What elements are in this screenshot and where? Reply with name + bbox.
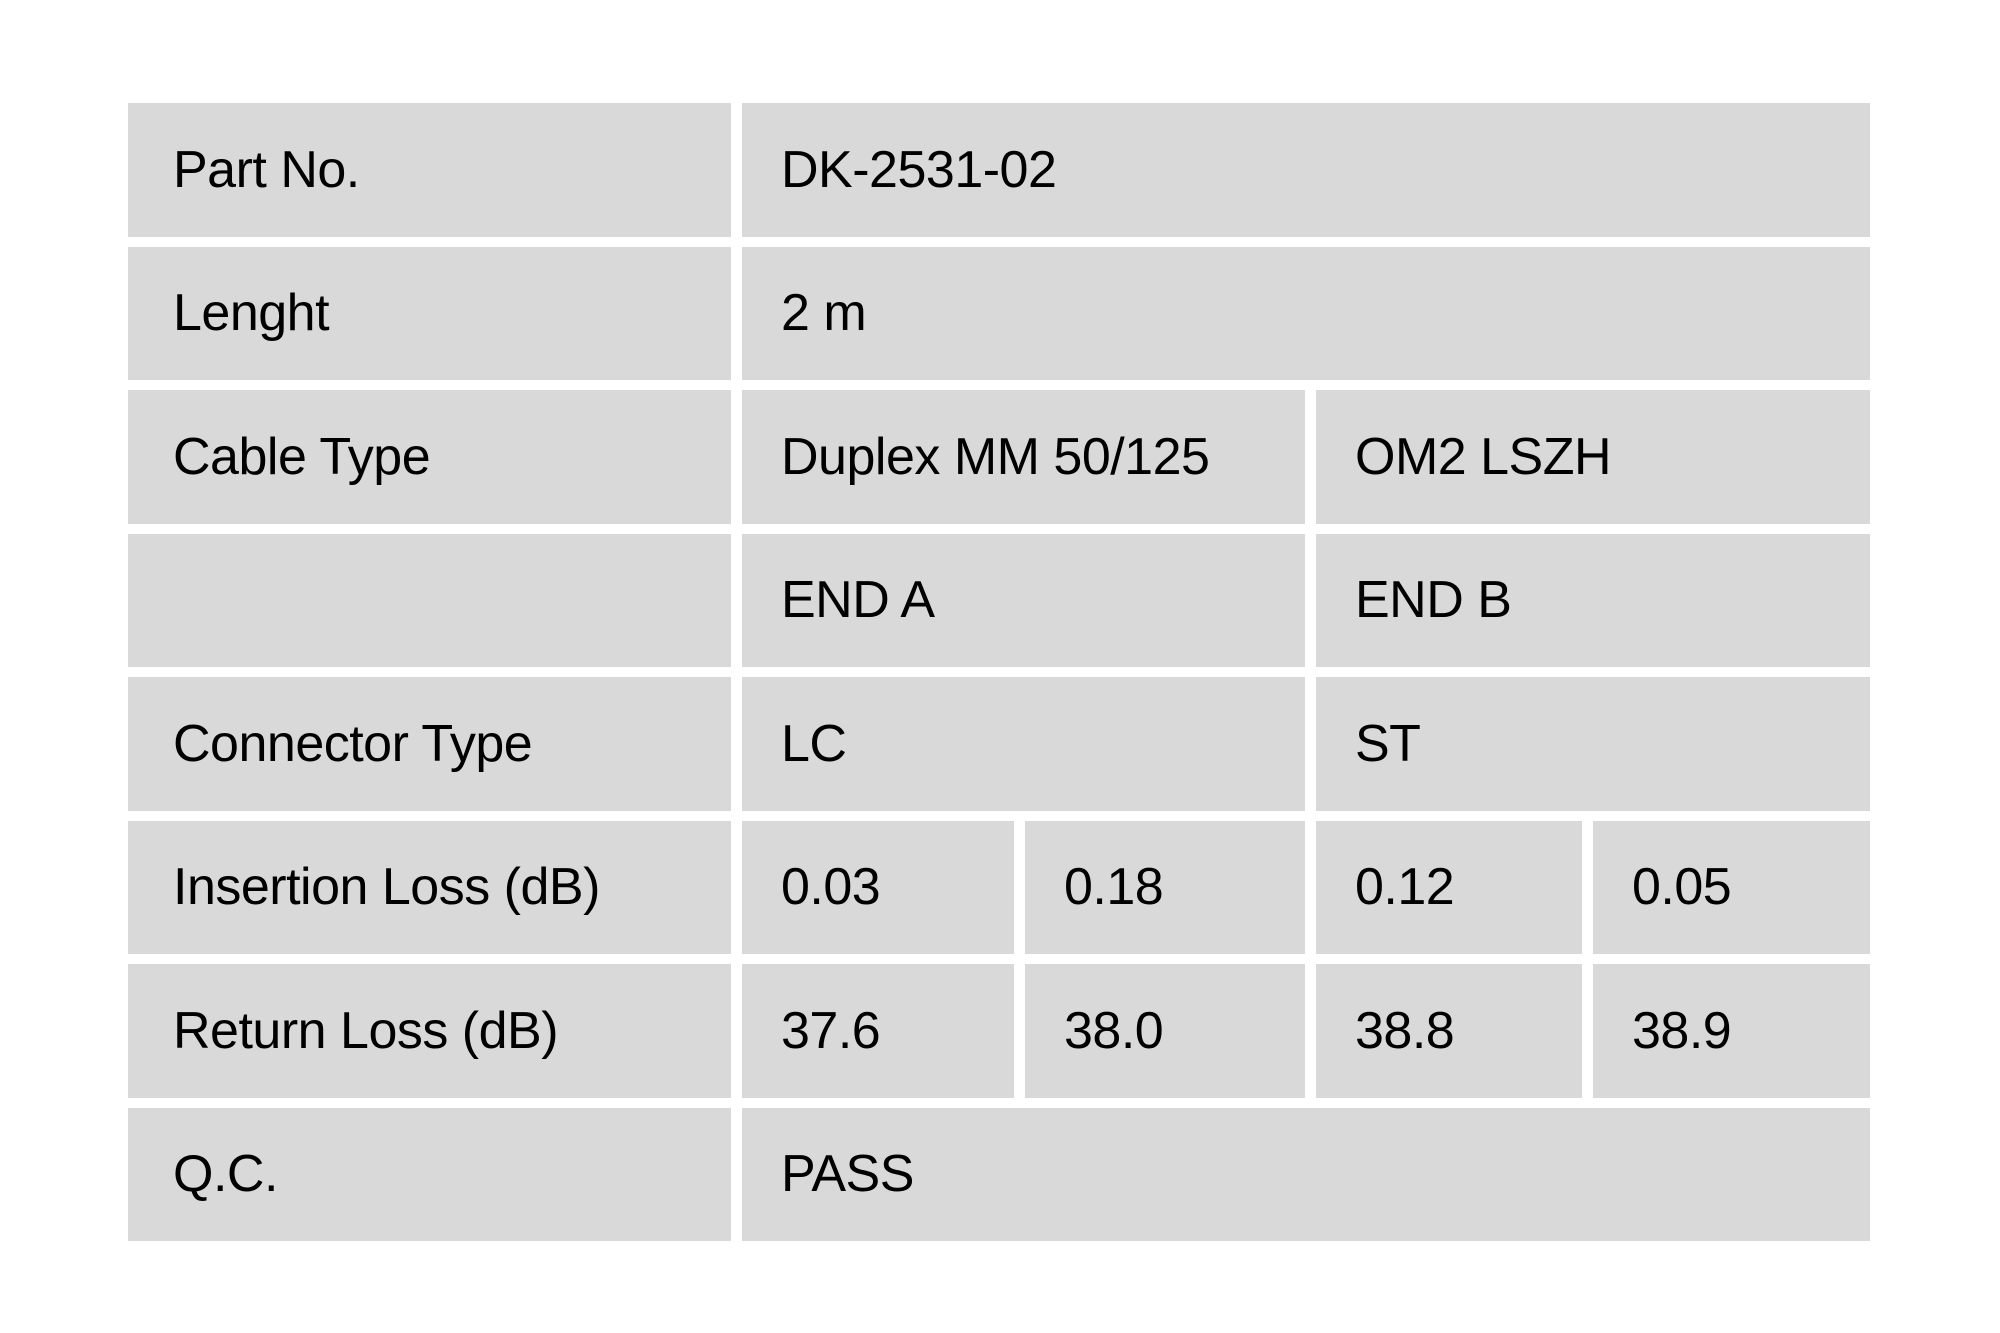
cable-type-value-b: OM2 LSZH [1316,390,1870,524]
qc-value: PASS [742,1107,1870,1241]
ends-empty-cell [128,533,731,667]
insertion-loss-value-1: 0.03 [742,820,1014,954]
return-loss-value-2: 38.0 [1025,964,1305,1098]
connector-type-end-a: LC [742,677,1305,811]
insertion-loss-value-4: 0.05 [1593,820,1870,954]
return-loss-value-3: 38.8 [1316,964,1582,1098]
spec-table: Part No. DK-2531-02 Lenght 2 m Cable Typ… [128,103,1872,1241]
length-label: Lenght [128,246,731,380]
cable-type-label: Cable Type [128,390,731,524]
return-loss-value-4: 38.9 [1593,964,1870,1098]
connector-type-end-b: ST [1316,677,1870,811]
connector-type-label: Connector Type [128,677,731,811]
part-no-value: DK-2531-02 [742,103,1870,237]
end-b-header: END B [1316,533,1870,667]
insertion-loss-value-3: 0.12 [1316,820,1582,954]
return-loss-label: Return Loss (dB) [128,964,731,1098]
part-no-label: Part No. [128,103,731,237]
length-value: 2 m [742,246,1870,380]
return-loss-value-1: 37.6 [742,964,1014,1098]
insertion-loss-value-2: 0.18 [1025,820,1305,954]
qc-label: Q.C. [128,1107,731,1241]
insertion-loss-label: Insertion Loss (dB) [128,820,731,954]
end-a-header: END A [742,533,1305,667]
cable-type-value-a: Duplex MM 50/125 [742,390,1305,524]
